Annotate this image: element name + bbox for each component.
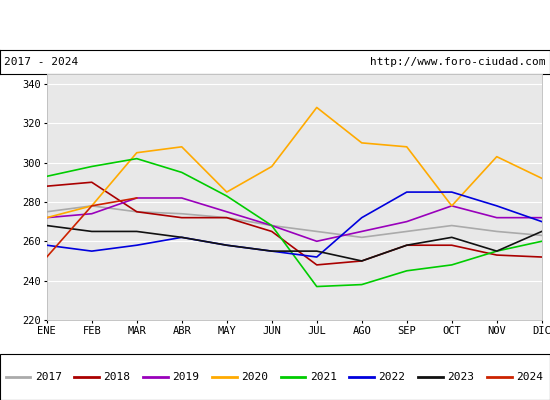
Text: 2017: 2017 [35,372,62,382]
Text: 2024: 2024 [516,372,543,382]
Text: 2017 - 2024: 2017 - 2024 [4,57,79,67]
Text: 2020: 2020 [241,372,268,382]
Text: 2023: 2023 [447,372,474,382]
Text: 2018: 2018 [103,372,130,382]
Text: 2021: 2021 [310,372,337,382]
Text: 2022: 2022 [378,372,405,382]
Text: http://www.foro-ciudad.com: http://www.foro-ciudad.com [370,57,546,67]
Text: Evolucion del paro registrado en Huévar del Aljarafe: Evolucion del paro registrado en Huévar … [38,17,512,33]
Text: 2019: 2019 [172,372,199,382]
